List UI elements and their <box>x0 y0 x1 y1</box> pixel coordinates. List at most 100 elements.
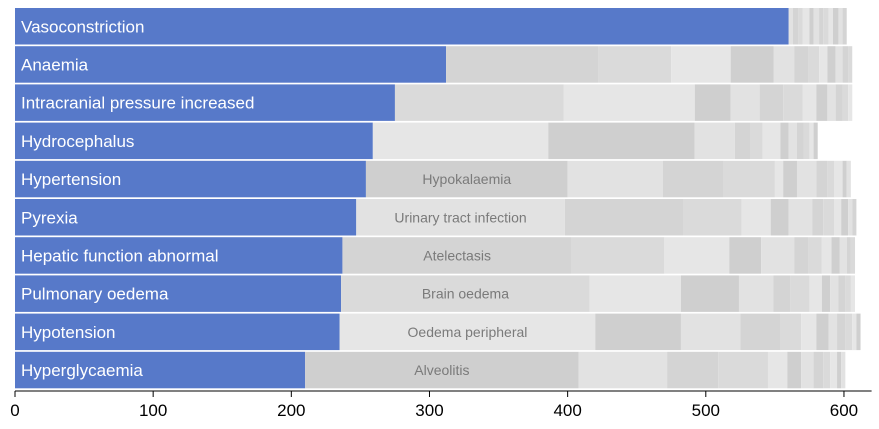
bar-rest-segment <box>767 351 788 389</box>
bar-rest-segment <box>773 275 791 312</box>
bar-rest-segment <box>339 313 596 351</box>
bar-rest-segment <box>305 351 579 389</box>
bar-rest-segment <box>830 275 839 312</box>
bar-row: Hydrocephalus <box>15 122 818 160</box>
bar-rest-segment <box>718 351 768 389</box>
bar-rest-segment <box>446 46 599 83</box>
bar-rest-segment <box>837 313 846 351</box>
segment-label: Urinary tract infection <box>394 209 526 225</box>
bar-category-label: Anaemia <box>21 55 89 74</box>
bar-rest-segment <box>694 84 731 121</box>
bar-rest-segment <box>842 46 849 83</box>
bar-rest-segment <box>832 8 839 45</box>
bar-primary-segment <box>15 237 343 274</box>
bar-rest-segment <box>831 237 840 274</box>
bar-row: Hyperglycaemia Alveolitis <box>15 351 846 389</box>
x-axis: 0 100 200 300 400 500 600 <box>10 390 872 420</box>
bar-primary-segment <box>15 313 340 351</box>
bar-rest-segment <box>761 237 795 274</box>
bar-row: Hypertension Hypokalaemia <box>15 160 851 198</box>
bar-rest-segment <box>780 313 802 351</box>
bar-rest-segment <box>341 275 590 312</box>
bar-primary-segment <box>15 199 357 236</box>
bar-rest-segment <box>783 84 803 121</box>
bar-rest-segment <box>845 313 853 351</box>
bar-rest-segment <box>809 275 822 312</box>
bar-rest-segment <box>834 199 842 236</box>
bar-primary-segment <box>15 46 447 83</box>
bar-rest-segment <box>846 237 851 274</box>
bar-rest-segment <box>848 84 853 121</box>
bar-rest-segment <box>729 237 762 274</box>
bar-row: Vasoconstriction <box>15 8 847 45</box>
bar-rest-segment <box>792 8 799 45</box>
bar-category-label: Pyrexia <box>21 208 78 227</box>
bar-rest-segment <box>830 351 838 389</box>
bar-rest-segment <box>801 313 817 351</box>
bar-rest-segment <box>372 122 549 160</box>
bar-rest-segment <box>828 8 833 45</box>
bar-rest-segment <box>578 351 668 389</box>
bar-rest-segment <box>845 275 851 312</box>
bar-rest-segment <box>827 160 835 198</box>
bar-rest-segment <box>848 199 853 236</box>
bar-rest-segment <box>342 237 572 274</box>
bar-rest-segment <box>548 122 695 160</box>
bar-rest-segment <box>828 313 838 351</box>
bar-rest-segment <box>839 237 847 274</box>
bar-rest-segment <box>770 199 789 236</box>
bar-rest-segment <box>816 160 828 198</box>
bar-primary-segment <box>15 84 395 121</box>
bar-rest-segment <box>823 351 831 389</box>
bar-rest-segment <box>813 122 818 160</box>
bar-rest-segment <box>842 84 849 121</box>
bar-rest-segment <box>823 199 835 236</box>
bar-rest-segment <box>850 237 856 274</box>
x-tick-label: 500 <box>692 401 720 420</box>
bar-rest-segment <box>671 46 731 83</box>
segment-label: Alveolitis <box>414 362 469 378</box>
bar-rest-segment <box>827 46 836 83</box>
bar-rest-segment <box>835 84 843 121</box>
bar-rest-segment <box>816 313 829 351</box>
bar-rest-segment <box>788 199 813 236</box>
bar-row: Hypotension Oedema peripheral <box>15 313 861 351</box>
bar-rest-segment <box>850 275 856 312</box>
bar-rest-segment <box>802 84 817 121</box>
bar-rest-segment <box>856 313 861 351</box>
x-tick-label: 600 <box>830 401 858 420</box>
segment-label: Oedema peripheral <box>408 324 528 340</box>
bar-rest-segment <box>664 237 730 274</box>
bar-category-label: Hypotension <box>21 323 116 342</box>
bar-category-label: Hepatic function abnormal <box>21 246 219 265</box>
bar-rest-segment <box>794 237 809 274</box>
bar-rest-segment <box>730 84 760 121</box>
bar-primary-segment <box>15 275 342 312</box>
bar-rest-segment <box>356 199 565 236</box>
bar-rest-segment <box>841 199 849 236</box>
bar-rest-segment <box>838 275 846 312</box>
bar-rest-segment <box>762 122 781 160</box>
segment-label: Hypokalaemia <box>422 171 511 187</box>
bar-rest-segment <box>563 84 695 121</box>
bar-primary-segment <box>15 160 366 198</box>
bar-rest-segment <box>801 351 814 389</box>
segment-label: Atelectasis <box>423 247 491 263</box>
bar-rest-segment <box>803 122 810 160</box>
bar-category-label: Hydrocephalus <box>21 132 134 151</box>
bar-rest-segment <box>808 46 820 83</box>
bar-rest-segment <box>848 46 853 83</box>
bar-row: Pyrexia Urinary tract infection <box>15 199 857 236</box>
bar-rest-segment <box>680 313 741 351</box>
bar-rest-segment <box>365 160 568 198</box>
bar-rest-segment <box>680 275 739 312</box>
bar-rest-segment <box>662 160 724 198</box>
bar-rest-segment <box>819 8 824 45</box>
bar-rest-segment <box>788 8 793 45</box>
x-tick-label: 200 <box>277 401 305 420</box>
bar-rest-segment <box>823 8 829 45</box>
bar-row: Pulmonary oedema Brain oedema <box>15 275 856 312</box>
bar-rest-segment <box>821 237 832 274</box>
bar-row: Intracranial pressure increased <box>15 84 853 121</box>
